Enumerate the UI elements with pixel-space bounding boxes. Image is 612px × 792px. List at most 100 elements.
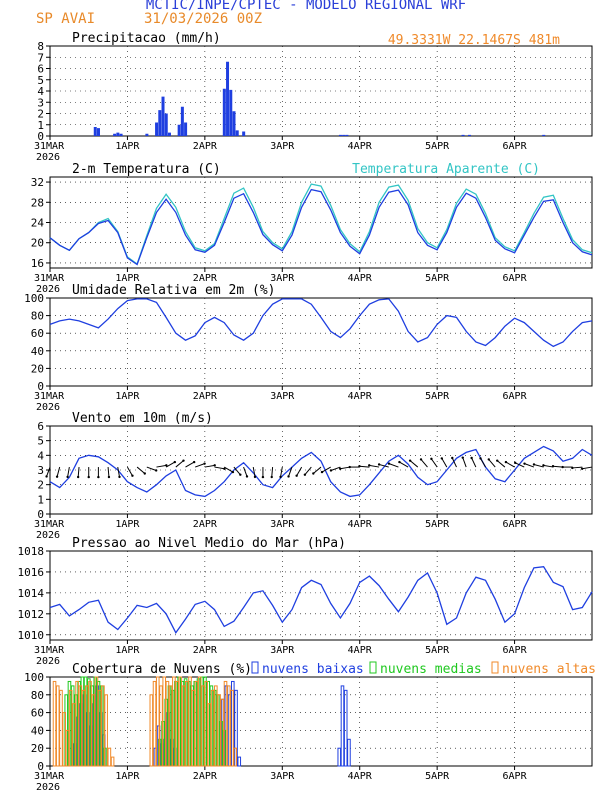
y-tick-label: 1 — [37, 119, 44, 132]
wind-vector — [340, 466, 351, 470]
wind-vector-head — [154, 469, 158, 472]
wind-vector-head — [348, 465, 351, 469]
y-tick-label: 60 — [31, 327, 44, 340]
panel-title: Umidade Relativa em 2m (%) — [72, 283, 276, 298]
wind-vector — [582, 466, 593, 470]
panel-2: 16 20 24 28 32 31MAR 1APR 2APR 3APR 4APR 5APR 6APR 2… — [31, 162, 593, 295]
wind-vector-head — [479, 457, 482, 460]
legend-label: nuvens medias — [380, 662, 482, 677]
y-tick-label: 40 — [31, 345, 44, 358]
cloud-bar-3 — [162, 676, 167, 767]
wind-vector-head — [182, 459, 185, 462]
x-year-label: 2026 — [36, 656, 60, 667]
cloud-bar-1 — [337, 747, 342, 767]
wind-vector-head — [173, 460, 177, 464]
precip-bar — [93, 127, 97, 136]
wind-vector-head — [504, 460, 508, 464]
x-year-label: 2026 — [36, 152, 60, 163]
x-tick-label: 2APR — [193, 141, 218, 152]
cloud-bar-3 — [155, 676, 160, 767]
x-tick-label: 4APR — [348, 771, 373, 782]
cloud-bar-3 — [172, 676, 176, 767]
y-tick-label: 80 — [31, 689, 44, 702]
wind-vector — [271, 467, 274, 478]
precip-bar — [226, 61, 230, 136]
precip-bar — [155, 122, 159, 136]
forecast-title: MCTIC/INPE/CPTEC - MODELO REGIONAL WRF — [145, 0, 467, 13]
cloud-bar-3 — [152, 680, 157, 767]
forecast-date: 31/03/2026 00Z — [144, 11, 263, 27]
wind-vector-head — [377, 463, 381, 466]
wind-vector-head — [320, 470, 324, 474]
x-tick-label: 1APR — [115, 273, 140, 284]
y-tick-label: 4 — [37, 449, 44, 462]
wind-vector-head — [270, 475, 273, 479]
cloud-bar-3 — [168, 685, 173, 767]
cloud-bar-3 — [104, 694, 108, 767]
precip-bar — [338, 134, 342, 136]
cloud-bar-1 — [347, 738, 351, 767]
x-tick-label: 5APR — [425, 141, 450, 152]
wind-vector — [165, 461, 176, 468]
wind-vector — [185, 461, 195, 468]
cloud-bar-3 — [78, 685, 83, 767]
x-tick-label: 6APR — [503, 273, 528, 284]
wind-vector-head — [279, 475, 282, 479]
cloud-bar-3 — [65, 729, 70, 767]
x-tick-label: 4APR — [348, 391, 373, 402]
wind-vector — [471, 457, 477, 468]
wind-vector — [204, 464, 215, 468]
wind-vector-head — [165, 464, 168, 467]
precip-bar — [113, 133, 117, 136]
x-tick-label: 31MAR — [34, 645, 65, 656]
x-tick-label: 5APR — [425, 273, 450, 284]
y-tick-label: 3 — [37, 96, 44, 109]
panel-4: 0 12 3 45 6 31MAR 1APR 2APR 3APR 4APR 5APR 6APR 2026… — [34, 411, 593, 541]
x-tick-label: 6APR — [503, 519, 528, 530]
series-line-2 — [49, 183, 593, 266]
wind-vector — [572, 466, 583, 469]
x-tick-label: 5APR — [425, 519, 450, 530]
x-tick-label: 4APR — [348, 141, 373, 152]
y-tick-label: 2 — [37, 479, 44, 492]
cloud-bar-3 — [223, 680, 228, 767]
y-tick-label: 8 — [37, 40, 44, 53]
precip-bar — [184, 122, 188, 136]
cloud-bar-3 — [226, 685, 231, 767]
wind-vector-head — [303, 473, 307, 476]
wind-vector — [420, 459, 428, 468]
x-tick-label: 1APR — [115, 141, 140, 152]
y-tick-label: 3 — [37, 464, 44, 477]
y-tick-label: 100 — [24, 671, 44, 684]
wind-vector — [214, 466, 225, 470]
wind-vector-head — [329, 469, 333, 472]
wind-vector-head — [542, 464, 545, 467]
wind-vector-head — [461, 456, 464, 459]
wind-vector — [156, 464, 167, 468]
y-tick-label: 0 — [37, 508, 44, 521]
y-tick-label: 6 — [37, 420, 44, 433]
x-tick-label: 2APR — [193, 519, 218, 530]
wind-vector-head — [551, 464, 555, 468]
wind-vector-head — [496, 459, 499, 462]
wind-vector-head — [470, 456, 473, 460]
x-tick-label: 3APR — [270, 645, 295, 656]
wind-vector — [252, 466, 256, 478]
wind-vector — [77, 467, 80, 478]
precip-bar — [145, 133, 149, 136]
x-tick-label: 3APR — [270, 273, 295, 284]
series-line-1 — [49, 298, 593, 348]
wind-vector-head — [532, 463, 536, 466]
y-tick-label: 1016 — [18, 566, 45, 579]
y-tick-label: 60 — [31, 707, 44, 720]
x-tick-label: 2APR — [193, 391, 218, 402]
cloud-bar-3 — [220, 698, 225, 767]
precip-bar — [119, 133, 123, 136]
cloud-bar-3 — [197, 676, 202, 767]
legend-swatch — [491, 661, 499, 674]
series-line-1 — [49, 188, 593, 266]
wind-vector-head — [287, 475, 290, 478]
cloud-bar-3 — [91, 694, 96, 767]
